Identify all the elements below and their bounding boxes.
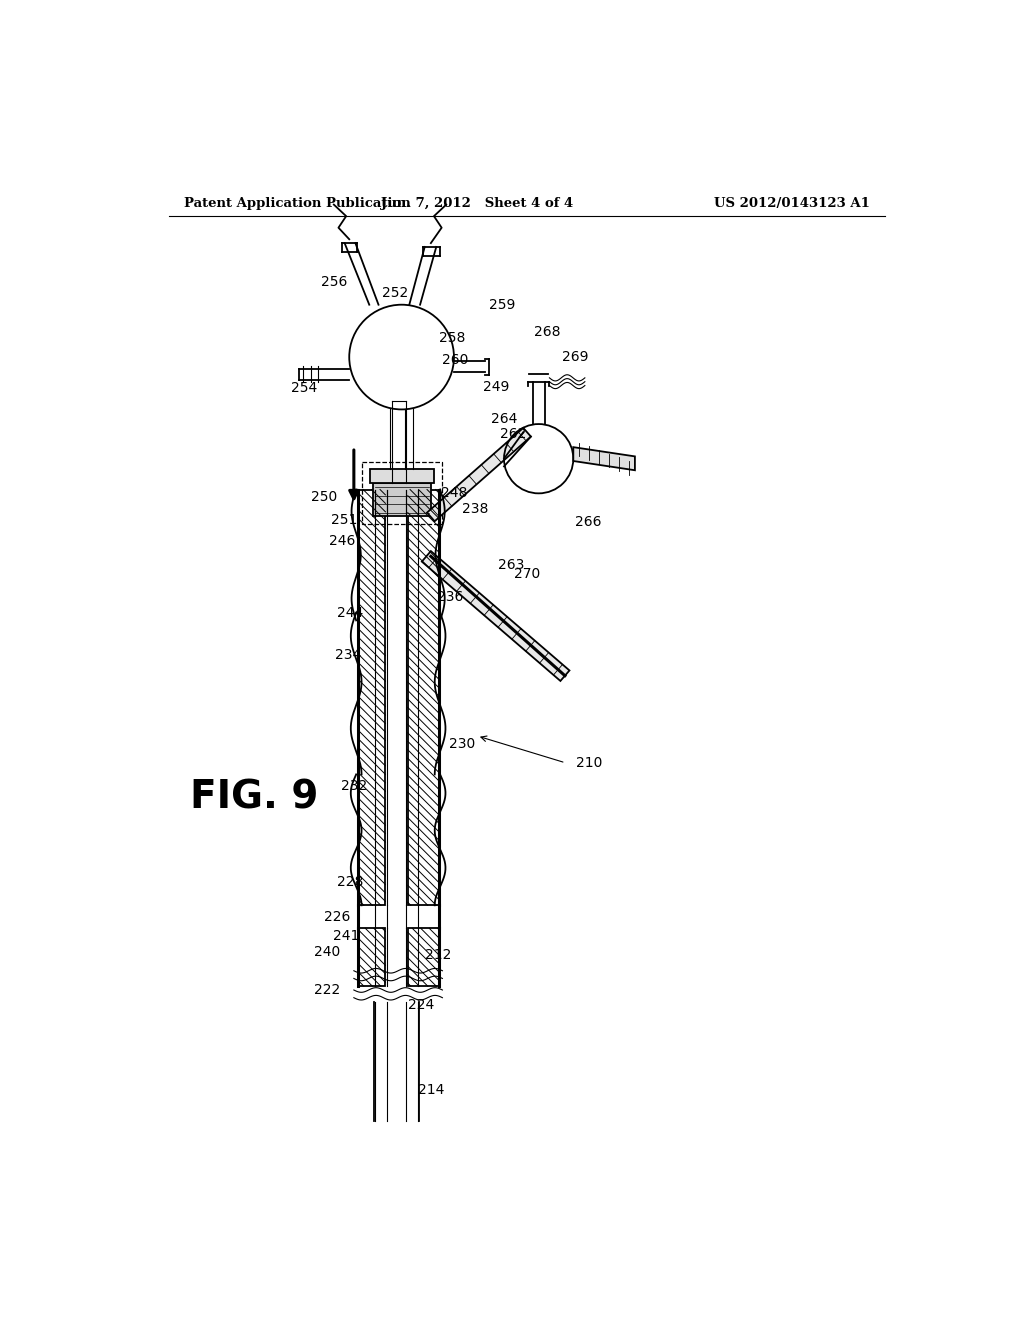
Text: 249: 249: [483, 380, 510, 395]
Polygon shape: [373, 483, 431, 516]
Text: 230: 230: [449, 737, 475, 751]
Text: Patent Application Publication: Patent Application Publication: [184, 197, 412, 210]
Text: US 2012/0143123 A1: US 2012/0143123 A1: [714, 197, 869, 210]
Text: 264: 264: [490, 412, 517, 425]
Text: 224: 224: [409, 998, 435, 1012]
Text: 248: 248: [440, 486, 467, 500]
Text: 256: 256: [321, 275, 347, 289]
Text: 266: 266: [575, 515, 602, 529]
Text: FIG. 9: FIG. 9: [189, 779, 317, 817]
Text: 212: 212: [425, 948, 452, 962]
Text: 268: 268: [534, 326, 560, 339]
Text: 232: 232: [341, 779, 367, 793]
Text: 226: 226: [324, 909, 350, 924]
Text: 241: 241: [333, 929, 359, 942]
Text: 252: 252: [382, 286, 408, 300]
Text: 244: 244: [337, 606, 364, 619]
Polygon shape: [422, 552, 569, 681]
Text: 259: 259: [489, 298, 516, 312]
Text: 254: 254: [291, 381, 317, 395]
Text: 260: 260: [442, 354, 469, 367]
Text: Jun. 7, 2012   Sheet 4 of 4: Jun. 7, 2012 Sheet 4 of 4: [381, 197, 573, 210]
Text: 222: 222: [313, 983, 340, 997]
Text: 228: 228: [337, 875, 364, 890]
Bar: [361, 462, 442, 524]
Polygon shape: [573, 447, 635, 470]
Text: 210: 210: [575, 756, 602, 770]
Text: 246: 246: [329, 535, 355, 548]
Text: 214: 214: [418, 1084, 444, 1097]
Text: 263: 263: [498, 558, 524, 572]
Polygon shape: [427, 428, 530, 521]
Text: 270: 270: [514, 568, 541, 581]
Text: 258: 258: [439, 331, 466, 345]
Text: 240: 240: [313, 945, 340, 958]
Polygon shape: [370, 470, 434, 483]
Text: 262: 262: [500, 428, 526, 441]
Text: 250: 250: [311, 490, 338, 504]
Text: 251: 251: [332, 513, 357, 527]
Text: 236: 236: [437, 590, 463, 605]
Text: 234: 234: [335, 648, 360, 663]
Text: 269: 269: [561, 350, 588, 364]
Text: 238: 238: [462, 502, 488, 516]
